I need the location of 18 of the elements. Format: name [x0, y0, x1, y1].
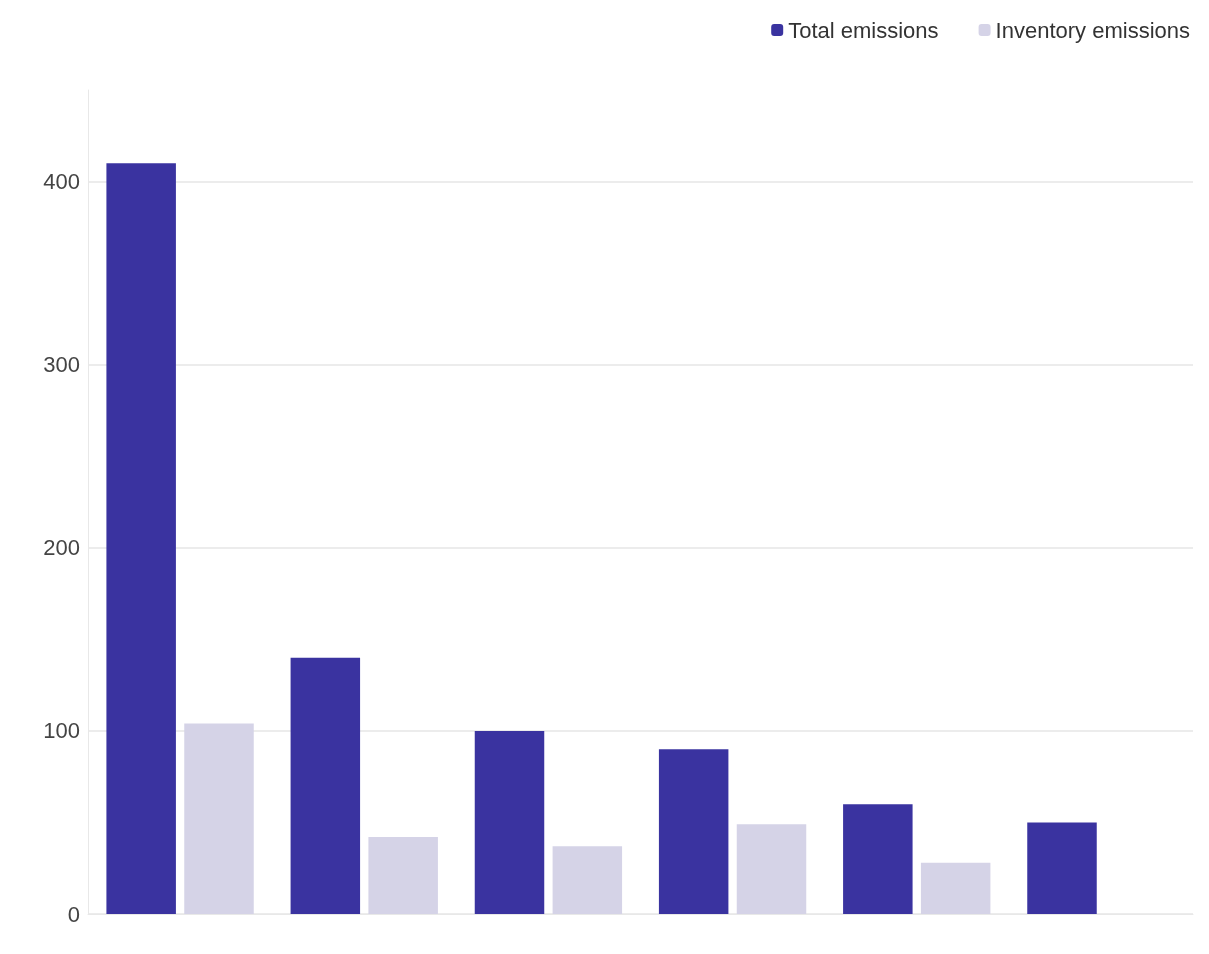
bar — [290, 657, 361, 914]
bar — [736, 824, 807, 914]
legend-label: Inventory emissions — [995, 17, 1191, 43]
bar — [920, 862, 991, 914]
y-tick-label: 0 — [67, 901, 80, 927]
bar — [106, 163, 176, 914]
bar — [552, 846, 623, 914]
y-tick-label: 400 — [43, 169, 80, 195]
bar — [843, 804, 913, 914]
y-tick-label: 300 — [43, 352, 80, 378]
bar — [368, 837, 438, 914]
legend-label: Total emissions — [788, 17, 939, 43]
bar — [658, 749, 729, 914]
y-tick-label: 200 — [43, 535, 80, 561]
bar — [1027, 822, 1097, 914]
y-tick-label: 100 — [43, 718, 80, 744]
bar — [474, 730, 545, 914]
bar — [184, 723, 254, 914]
